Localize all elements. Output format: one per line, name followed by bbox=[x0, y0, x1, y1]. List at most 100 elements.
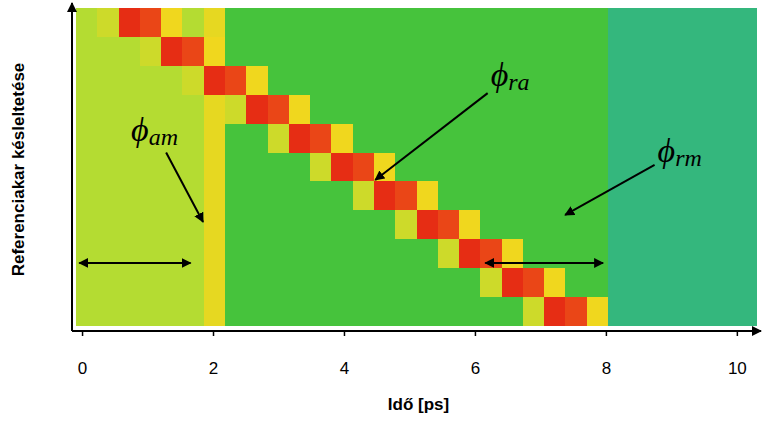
heat-cell bbox=[502, 210, 524, 240]
heat-cell bbox=[246, 210, 268, 240]
heat-cell bbox=[225, 153, 247, 183]
annotation-label: ϕrm bbox=[658, 131, 702, 171]
heat-cell bbox=[544, 95, 566, 125]
heat-cell bbox=[502, 8, 524, 38]
heat-cell bbox=[353, 124, 375, 154]
heat-cell bbox=[565, 153, 587, 183]
heat-cell bbox=[76, 181, 98, 211]
heat-cell bbox=[438, 268, 460, 298]
heat-cell bbox=[268, 268, 290, 298]
heat-cell bbox=[374, 268, 396, 298]
heat-cell bbox=[395, 297, 417, 326]
annotation-label: ϕra bbox=[491, 56, 530, 96]
heat-cell bbox=[395, 239, 417, 269]
heat-cell bbox=[714, 239, 736, 269]
heat-cell bbox=[97, 95, 119, 125]
heat-cell bbox=[417, 268, 439, 298]
heat-cell bbox=[565, 124, 587, 154]
heat-cell bbox=[204, 297, 226, 326]
heat-cell bbox=[587, 95, 609, 125]
heat-cell bbox=[438, 153, 460, 183]
heat-cell bbox=[523, 8, 545, 38]
heat-cell bbox=[225, 8, 247, 38]
heat-cell bbox=[438, 66, 460, 96]
x-tick-label: 6 bbox=[471, 359, 480, 378]
heat-cell bbox=[97, 8, 119, 38]
heat-cell bbox=[736, 297, 757, 326]
heat-cell bbox=[76, 66, 98, 96]
heat-cell bbox=[182, 239, 204, 269]
heat-cell bbox=[182, 153, 204, 183]
heat-cell bbox=[161, 297, 183, 326]
heat-cell bbox=[459, 37, 481, 67]
heat-cell bbox=[629, 124, 651, 154]
heat-cell bbox=[140, 239, 162, 269]
annotation-symbol: ϕ bbox=[131, 111, 149, 148]
heat-cell bbox=[417, 239, 439, 269]
heat-cell bbox=[565, 268, 587, 298]
annotation-subscript: am bbox=[149, 124, 178, 150]
heat-cell bbox=[587, 268, 609, 298]
x-tick bbox=[475, 331, 477, 336]
heat-cell bbox=[544, 268, 566, 298]
heat-cell bbox=[140, 268, 162, 298]
heat-cell bbox=[225, 181, 247, 211]
annotation-symbol: ϕ bbox=[658, 131, 676, 168]
heat-cell bbox=[268, 124, 290, 154]
heat-cell bbox=[268, 210, 290, 240]
heat-cell bbox=[119, 239, 141, 269]
heat-cell bbox=[736, 124, 757, 154]
heat-cell bbox=[587, 8, 609, 38]
heat-cell bbox=[417, 124, 439, 154]
heat-cell bbox=[714, 297, 736, 326]
heat-cell bbox=[714, 37, 736, 67]
heat-cell bbox=[97, 153, 119, 183]
heat-cell bbox=[395, 37, 417, 67]
heat-cell bbox=[310, 153, 332, 183]
heat-cell bbox=[629, 297, 651, 326]
heat-cell bbox=[417, 95, 439, 125]
heat-cell bbox=[204, 124, 226, 154]
heat-cell bbox=[651, 37, 673, 67]
heat-cell bbox=[204, 95, 226, 125]
heat-cell bbox=[310, 181, 332, 211]
heat-cell bbox=[331, 153, 353, 183]
heat-cell bbox=[353, 210, 375, 240]
heat-cell bbox=[629, 181, 651, 211]
heat-cell bbox=[310, 268, 332, 298]
heat-cell bbox=[608, 153, 630, 183]
heat-cell bbox=[119, 268, 141, 298]
heat-cell bbox=[693, 239, 715, 269]
heat-cell bbox=[97, 210, 119, 240]
heat-cell bbox=[565, 210, 587, 240]
heat-cell bbox=[268, 153, 290, 183]
heat-cell bbox=[246, 239, 268, 269]
heat-cell bbox=[246, 66, 268, 96]
heat-cell bbox=[289, 95, 311, 125]
heat-cell bbox=[374, 66, 396, 96]
heat-cell bbox=[331, 37, 353, 67]
heat-cell bbox=[289, 181, 311, 211]
heat-cell bbox=[693, 95, 715, 125]
heat-cell bbox=[438, 37, 460, 67]
heat-cell bbox=[523, 268, 545, 298]
heat-cell bbox=[736, 153, 757, 183]
heat-cell bbox=[459, 210, 481, 240]
heat-cell bbox=[204, 153, 226, 183]
heat-cell bbox=[182, 297, 204, 326]
heat-cell bbox=[246, 153, 268, 183]
heat-cell bbox=[714, 124, 736, 154]
heat-cell bbox=[246, 8, 268, 38]
heat-cell bbox=[714, 268, 736, 298]
heat-cell bbox=[140, 66, 162, 96]
heat-cell bbox=[693, 268, 715, 298]
heat-cell bbox=[353, 153, 375, 183]
heat-cell bbox=[204, 66, 226, 96]
heat-cell bbox=[693, 181, 715, 211]
heat-cell bbox=[608, 297, 630, 326]
heat-cell bbox=[480, 8, 502, 38]
heat-cell bbox=[140, 153, 162, 183]
heat-cell bbox=[523, 297, 545, 326]
heat-cell bbox=[395, 124, 417, 154]
heat-cell bbox=[480, 239, 502, 269]
